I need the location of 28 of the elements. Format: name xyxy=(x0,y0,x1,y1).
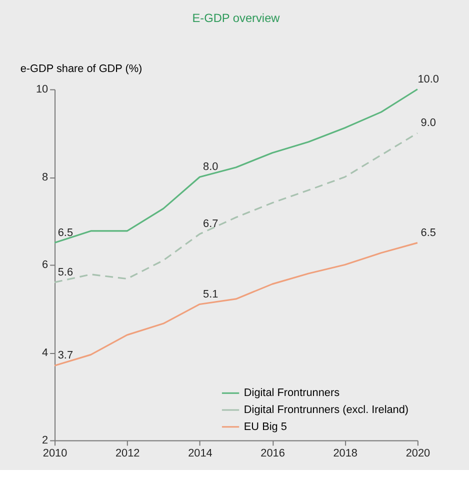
annotation: 10.0 xyxy=(418,73,439,86)
y-tick-label: 6 xyxy=(42,259,48,272)
annotation: 6.5 xyxy=(420,226,436,239)
annotation: 5.6 xyxy=(58,266,74,278)
legend-label: EU Big 5 xyxy=(244,420,287,433)
annotation: 9.0 xyxy=(420,117,436,130)
x-tick-label: 2016 xyxy=(260,448,285,460)
y-tick-label: 4 xyxy=(42,346,48,359)
annotation: 8.0 xyxy=(203,161,218,174)
x-tick-label: 2018 xyxy=(333,448,358,460)
line-series xyxy=(54,132,418,284)
y-tick-label: 8 xyxy=(42,171,48,184)
y-axis-title: e-GDP share of GDP (%) xyxy=(20,62,142,75)
line-series xyxy=(54,242,418,366)
chart-title: E-GDP overview xyxy=(192,10,280,25)
x-tick-label: 2020 xyxy=(406,448,430,460)
line-series xyxy=(54,88,418,244)
annotation: 3.7 xyxy=(58,350,74,362)
y-tick-label: 2 xyxy=(42,434,48,447)
legend-label: Digital Frontrunners (excl. Ireland) xyxy=(244,404,409,416)
y-tick-label: 10 xyxy=(36,84,48,96)
x-tick-label: 2010 xyxy=(42,448,68,460)
annotation: 6.5 xyxy=(58,226,74,239)
x-tick-label: 2012 xyxy=(115,448,140,460)
annotation: 6.7 xyxy=(203,218,218,230)
legend-label: Digital Frontrunners xyxy=(244,387,340,400)
x-tick-label: 2014 xyxy=(188,448,212,460)
annotation: 5.1 xyxy=(203,288,218,300)
